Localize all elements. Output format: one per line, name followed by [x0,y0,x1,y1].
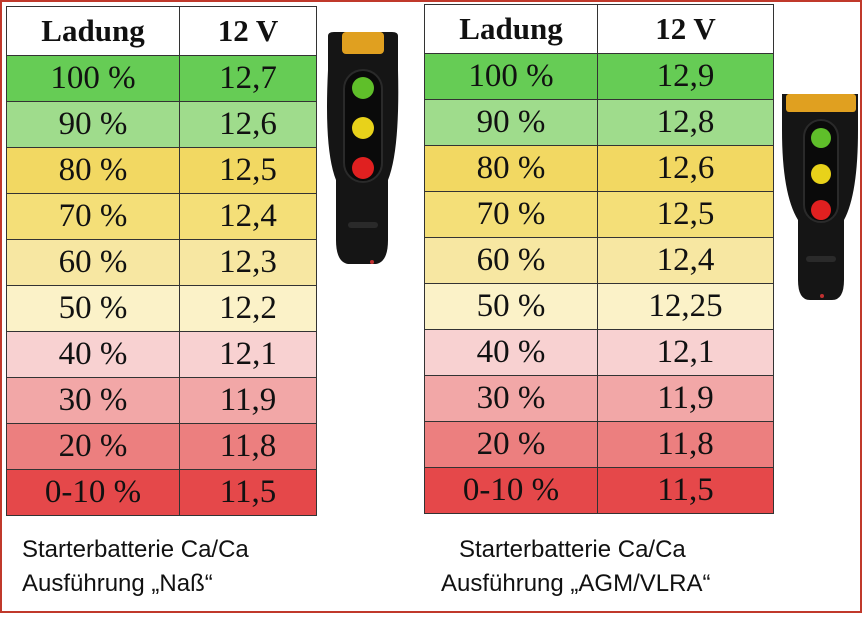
table-row: 80 % 12,5 [6,147,317,194]
table-row: 0-10 % 11,5 [6,469,317,516]
table-row: 70 % 12,5 [424,191,774,238]
cell-voltage: 12,4 [597,237,774,284]
cell-charge: 20 % [424,421,598,468]
cell-voltage: 12,2 [179,285,317,332]
cell-charge: 90 % [424,99,598,146]
table-row: 40 % 12,1 [6,331,317,378]
cell-charge: 80 % [6,147,180,194]
table-row: 30 % 11,9 [424,375,774,422]
cell-charge: 60 % [424,237,598,284]
battery-tester-icon [327,32,399,264]
led-yellow [811,164,831,184]
battery-tester-icon [782,94,858,300]
cell-charge: 30 % [6,377,180,424]
cell-voltage: 12,25 [597,283,774,330]
table-row: 20 % 11,8 [6,423,317,470]
cell-voltage: 11,9 [179,377,317,424]
table-row: 100 % 12,9 [424,53,774,100]
charge-table-agm: Ladung 12 V 100 % 12,9 90 % 12,8 80 % 12,6 70 … [424,4,774,514]
cell-charge: 0-10 % [424,467,598,514]
table-row: 90 % 12,8 [424,99,774,146]
caption-agm-battery: Starterbatterie Ca/Ca Ausführung „AGM/VL… [441,533,710,601]
cell-voltage: 12,1 [179,331,317,378]
cell-voltage: 12,6 [179,101,317,148]
caption-line: Ausführung „AGM/VLRA“ [441,570,711,597]
cell-voltage: 12,7 [179,55,317,102]
table-row: 50 % 12,25 [424,283,774,330]
cell-voltage: 11,5 [179,469,317,516]
caption-wet-battery: Starterbatterie Ca/Ca Ausführung „Naß“ [22,533,249,601]
cell-voltage: 11,8 [179,423,317,470]
table-row: 60 % 12,3 [6,239,317,286]
header-voltage: 12 V [179,6,317,56]
led-red [352,157,374,179]
table-row: 30 % 11,9 [6,377,317,424]
table-row: 60 % 12,4 [424,237,774,284]
table-row: 50 % 12,2 [6,285,317,332]
table-row: 80 % 12,6 [424,145,774,192]
cell-charge: 60 % [6,239,180,286]
tester-cap [342,32,384,54]
led-red [811,200,831,220]
cell-voltage: 11,9 [597,375,774,422]
cell-voltage: 12,6 [597,145,774,192]
cell-voltage: 12,9 [597,53,774,100]
cell-charge: 100 % [6,55,180,102]
caption-line: Ausführung „Naß“ [22,570,213,597]
table-row: 70 % 12,4 [6,193,317,240]
cell-voltage: 11,8 [597,421,774,468]
header-charge: Ladung [424,4,598,54]
cell-charge: 70 % [424,191,598,238]
cell-voltage: 12,1 [597,329,774,376]
cell-voltage: 11,5 [597,467,774,514]
caption-line: Starterbatterie Ca/Ca [22,536,249,563]
cell-charge: 0-10 % [6,469,180,516]
cell-charge: 40 % [6,331,180,378]
cell-voltage: 12,5 [597,191,774,238]
header-charge: Ladung [6,6,180,56]
table-row: 100 % 12,7 [6,55,317,102]
cell-charge: 40 % [424,329,598,376]
led-green [811,128,831,148]
cell-voltage: 12,4 [179,193,317,240]
cell-charge: 100 % [424,53,598,100]
charge-table-wet: Ladung 12 V 100 % 12,7 90 % 12,6 80 % 12,5 70 … [6,6,317,516]
cell-charge: 50 % [424,283,598,330]
cell-charge: 30 % [424,375,598,422]
tester-cap [786,94,856,112]
table-header-row: Ladung 12 V [424,4,774,54]
cell-charge: 20 % [6,423,180,470]
table-row: 90 % 12,6 [6,101,317,148]
led-yellow [352,117,374,139]
cell-voltage: 12,3 [179,239,317,286]
cell-charge: 70 % [6,193,180,240]
table-row: 20 % 11,8 [424,421,774,468]
table-header-row: Ladung 12 V [6,6,317,56]
table-row: 40 % 12,1 [424,329,774,376]
table-row: 0-10 % 11,5 [424,467,774,514]
header-voltage: 12 V [597,4,774,54]
cell-voltage: 12,5 [179,147,317,194]
cell-voltage: 12,8 [597,99,774,146]
led-green [352,77,374,99]
caption-line: Starterbatterie Ca/Ca [459,536,686,563]
cell-charge: 50 % [6,285,180,332]
cell-charge: 90 % [6,101,180,148]
cell-charge: 80 % [424,145,598,192]
